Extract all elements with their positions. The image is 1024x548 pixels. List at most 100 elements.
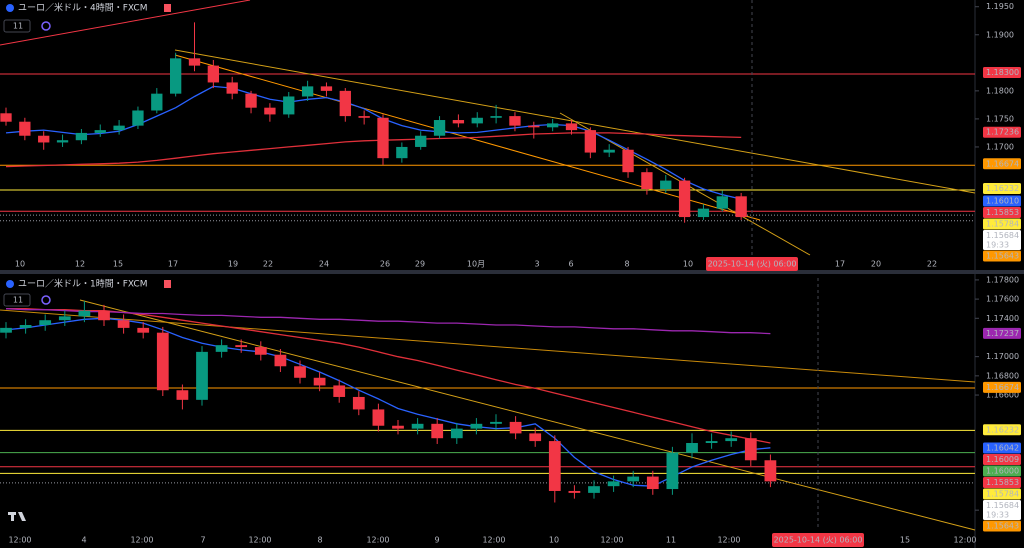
x-tick-label: 12:00 bbox=[717, 536, 740, 545]
candle-body bbox=[245, 93, 257, 108]
price-tag bbox=[983, 230, 1021, 250]
x-tick-label: 11 bbox=[666, 536, 676, 545]
price-tag-label: 1.16232 bbox=[986, 425, 1019, 434]
candle-body bbox=[156, 332, 169, 391]
price-tag bbox=[983, 183, 1021, 195]
candle-body bbox=[151, 93, 163, 111]
price-tag bbox=[983, 442, 1021, 454]
candle-body bbox=[19, 121, 31, 136]
candle-body bbox=[0, 113, 12, 122]
x-tick-label: 7 bbox=[200, 536, 205, 545]
candle-body bbox=[264, 107, 276, 115]
candle-body bbox=[641, 172, 653, 190]
price-tag-label: 1.15784 bbox=[986, 490, 1019, 499]
candle-body bbox=[584, 130, 597, 153]
date-tag bbox=[706, 257, 798, 271]
y-tick-label: 1.16800 bbox=[986, 371, 1019, 380]
x-tick-label: 12:00 bbox=[366, 536, 389, 545]
candle-body bbox=[215, 345, 228, 352]
date-tag-label: 2025-10-14 (火) 06:00 bbox=[774, 536, 863, 545]
price-tag-label: 1.16674 bbox=[986, 159, 1019, 168]
price-tag bbox=[983, 488, 1021, 500]
trend-line bbox=[0, 309, 976, 383]
candle-body bbox=[686, 443, 698, 453]
candle-body bbox=[226, 82, 238, 94]
moving-average bbox=[5, 308, 771, 335]
candle-body bbox=[283, 96, 295, 115]
candle-body bbox=[396, 146, 408, 159]
countdown: 19:33 bbox=[986, 241, 1009, 250]
candle-body bbox=[433, 120, 446, 136]
candle-body bbox=[607, 481, 620, 487]
x-tick-label: 10 bbox=[15, 260, 25, 269]
price-tag-label: 1.16010 bbox=[986, 197, 1019, 206]
candle-body bbox=[38, 135, 50, 143]
candle-body bbox=[56, 140, 69, 143]
candle-body bbox=[98, 310, 110, 321]
settings-icon[interactable] bbox=[41, 21, 51, 31]
indicator-count: 11 bbox=[13, 22, 23, 31]
price-tag bbox=[983, 381, 1021, 393]
x-tick-label: 10 bbox=[683, 260, 693, 269]
panel-separator bbox=[0, 270, 1024, 274]
candle-body bbox=[705, 441, 718, 444]
y-tick-label: 1.1750 bbox=[986, 114, 1014, 123]
candle-body bbox=[697, 208, 710, 218]
price-tag-label: 1.15853 bbox=[986, 208, 1019, 217]
settings-icon[interactable] bbox=[41, 295, 51, 305]
candle-body bbox=[113, 125, 125, 131]
candle-body bbox=[415, 135, 427, 147]
x-tick-label: 4 bbox=[81, 536, 86, 545]
x-tick-label: 12:00 bbox=[600, 536, 623, 545]
favorite-flag bbox=[164, 4, 171, 12]
x-tick-label: 10 bbox=[549, 536, 559, 545]
price-tag bbox=[983, 465, 1021, 477]
candle-body bbox=[646, 476, 659, 490]
x-tick-label: 22 bbox=[263, 260, 273, 269]
candle-body bbox=[358, 116, 370, 118]
price-tag bbox=[983, 67, 1021, 79]
price-tag bbox=[983, 500, 1021, 520]
x-tick-label: 15 bbox=[900, 536, 910, 545]
candle-body bbox=[19, 325, 32, 328]
candle-body bbox=[509, 116, 521, 126]
x-tick-label: 26 bbox=[380, 260, 390, 269]
y-tick-label: 1.17400 bbox=[986, 314, 1019, 323]
candle-body bbox=[588, 486, 600, 493]
candle-body bbox=[450, 428, 463, 439]
candle-body bbox=[666, 452, 679, 490]
price-tag-label: 1.15853 bbox=[986, 478, 1019, 487]
price-tag-label: 1.15684 bbox=[986, 231, 1019, 240]
x-tick-label: 19 bbox=[228, 260, 238, 269]
x-tick-label: 12 bbox=[75, 260, 85, 269]
x-tick-label: 12:00 bbox=[130, 536, 153, 545]
y-tick-label: 1.17600 bbox=[986, 295, 1019, 304]
candle-body bbox=[333, 385, 346, 397]
candle-body bbox=[735, 196, 747, 218]
x-tick-label: 29 bbox=[415, 260, 425, 269]
candle-body bbox=[744, 438, 757, 461]
price-tag bbox=[983, 218, 1021, 230]
candle-body bbox=[235, 345, 248, 348]
countdown: 19:33 bbox=[986, 511, 1009, 520]
indicator-toggle[interactable] bbox=[3, 293, 31, 307]
panel: 1.17800 1.17600 1.17400 1.17000 1.16800 1.166… bbox=[0, 275, 1021, 547]
indicator-toggle[interactable] bbox=[3, 19, 31, 33]
candle-body bbox=[0, 327, 12, 333]
candle-body bbox=[452, 120, 465, 124]
candle-body bbox=[39, 320, 52, 326]
y-tick-label: 1.1700 bbox=[986, 142, 1014, 151]
candle-body bbox=[490, 421, 502, 424]
y-tick-label: 1.1800 bbox=[986, 86, 1014, 95]
y-tick-label: 1.1950 bbox=[986, 2, 1014, 11]
price-tag-label: 1.16232 bbox=[986, 184, 1019, 193]
candle-body bbox=[603, 149, 615, 153]
trend-line bbox=[79, 299, 976, 531]
candle-body bbox=[301, 86, 314, 97]
symbol-icon bbox=[6, 280, 14, 288]
x-tick-label: 22 bbox=[927, 260, 937, 269]
trend-line bbox=[0, 0, 251, 46]
price-tag bbox=[983, 327, 1021, 339]
candle-body bbox=[471, 117, 483, 124]
